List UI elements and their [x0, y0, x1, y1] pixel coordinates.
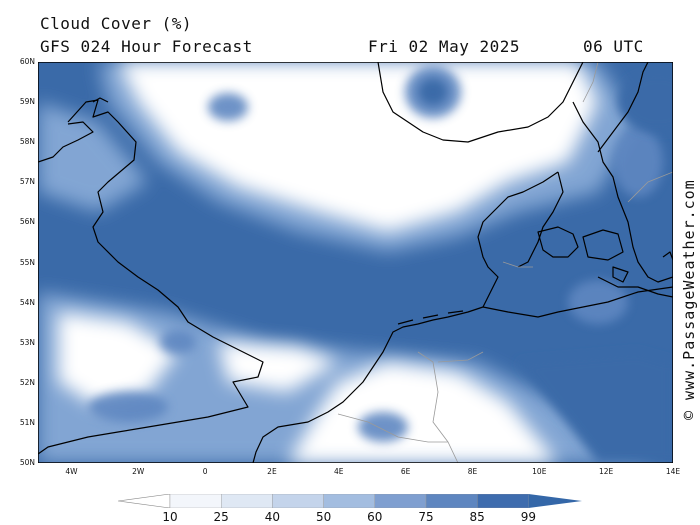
legend-swatch — [374, 494, 427, 508]
legend-swatch — [477, 494, 529, 508]
legend-label: 99 — [520, 510, 537, 524]
legend-swatch — [169, 494, 222, 508]
forecast-time: 06 UTC — [583, 37, 644, 56]
cloud-cover-map — [38, 62, 673, 463]
forecast-date: Fri 02 May 2025 — [368, 37, 520, 56]
legend-swatch — [272, 494, 324, 508]
lon-tick-label: 2W — [132, 467, 145, 476]
lat-tick-label: 57N — [19, 177, 35, 187]
legend-swatch — [323, 494, 376, 508]
legend-arrow-min — [118, 494, 171, 508]
legend-label: 75 — [418, 510, 434, 524]
legend-label: 50 — [315, 510, 332, 524]
legend-swatch — [425, 494, 478, 508]
legend-swatch — [220, 494, 273, 508]
credit-watermark: © www.PassageWeather.com — [680, 179, 698, 420]
lat-tick-label: 54N — [19, 297, 35, 307]
lon-tick-label: 8E — [467, 467, 478, 476]
lon-tick-label: 4W — [65, 467, 78, 476]
cloud-cover-legend — [118, 494, 582, 508]
lon-tick-label: 4E — [334, 467, 344, 476]
lon-tick-label: 12E — [599, 467, 614, 476]
legend-label: 60 — [367, 510, 383, 524]
lon-tick-label: 2E — [267, 467, 277, 476]
lat-tick-label: 52N — [19, 377, 35, 387]
legend-label: 40 — [264, 510, 281, 524]
lat-tick-label: 56N — [19, 217, 35, 227]
map-title: Cloud Cover (%) — [40, 14, 192, 33]
country-borders — [337, 62, 673, 463]
cloud-field — [38, 62, 673, 463]
lat-tick-label: 50N — [19, 458, 35, 467]
forecast-subtitle: GFS 024 Hour Forecast — [40, 37, 253, 56]
lon-tick-label: 0 — [202, 467, 208, 476]
lon-tick-label: 6E — [400, 467, 411, 476]
lat-tick-label: 58N — [19, 137, 35, 147]
legend-label: 85 — [469, 510, 485, 524]
lat-tick-label: 51N — [19, 417, 35, 427]
lat-tick-label: 59N — [19, 97, 35, 107]
lat-tick-label: 53N — [19, 337, 35, 347]
legend-label: 10 — [162, 510, 178, 524]
lon-tick-label: 14E — [665, 467, 681, 476]
lat-tick-label: 55N — [19, 257, 35, 267]
legend-arrow-max — [528, 494, 582, 508]
coastlines — [38, 62, 673, 463]
legend-label: 25 — [213, 510, 229, 524]
lon-tick-label: 10E — [532, 467, 547, 476]
lat-tick-label: 60N — [19, 57, 35, 66]
